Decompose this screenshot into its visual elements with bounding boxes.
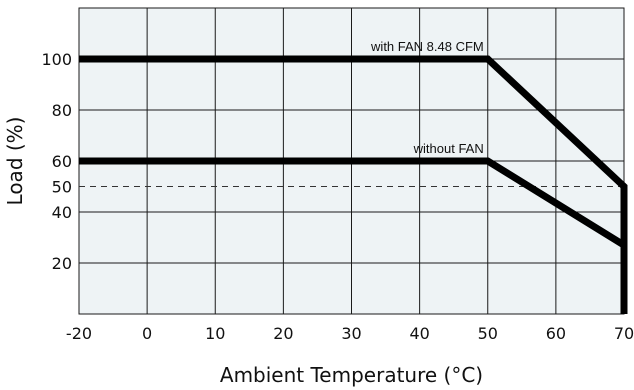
x-tick-label: 40 bbox=[409, 324, 429, 343]
annotation-label: with FAN 8.48 CFM bbox=[370, 39, 484, 54]
x-tick-label: 0 bbox=[142, 324, 152, 343]
y-tick-label: 80 bbox=[52, 101, 72, 120]
y-tick-label: 60 bbox=[52, 152, 72, 171]
series-line-1 bbox=[79, 157, 626, 249]
x-tick-label: 30 bbox=[341, 324, 361, 343]
y-tick-label: 100 bbox=[41, 50, 72, 69]
y-tick-label: 50 bbox=[52, 178, 72, 197]
x-tick-label: 20 bbox=[273, 324, 293, 343]
x-axis-label: Ambient Temperature (°C) bbox=[220, 363, 483, 387]
x-tick-label: 60 bbox=[546, 324, 566, 343]
tick-labels: -20 0 10 20 30 40 50 60 70 20 40 50 60 80 100 bbox=[41, 50, 634, 343]
x-tick-label: 70 bbox=[614, 324, 634, 343]
y-axis-label: Load (%) bbox=[3, 117, 27, 206]
series bbox=[79, 55, 628, 314]
annotation-label: without FAN bbox=[413, 141, 484, 156]
x-tick-label: 10 bbox=[205, 324, 225, 343]
y-tick-label: 40 bbox=[52, 203, 72, 222]
series-line-0 bbox=[79, 55, 628, 314]
x-tick-label: -20 bbox=[66, 324, 92, 343]
x-tick-label: 50 bbox=[478, 324, 498, 343]
y-tick-label: 20 bbox=[52, 254, 72, 273]
annotations: with FAN 8.48 CFM without FAN bbox=[370, 39, 484, 156]
